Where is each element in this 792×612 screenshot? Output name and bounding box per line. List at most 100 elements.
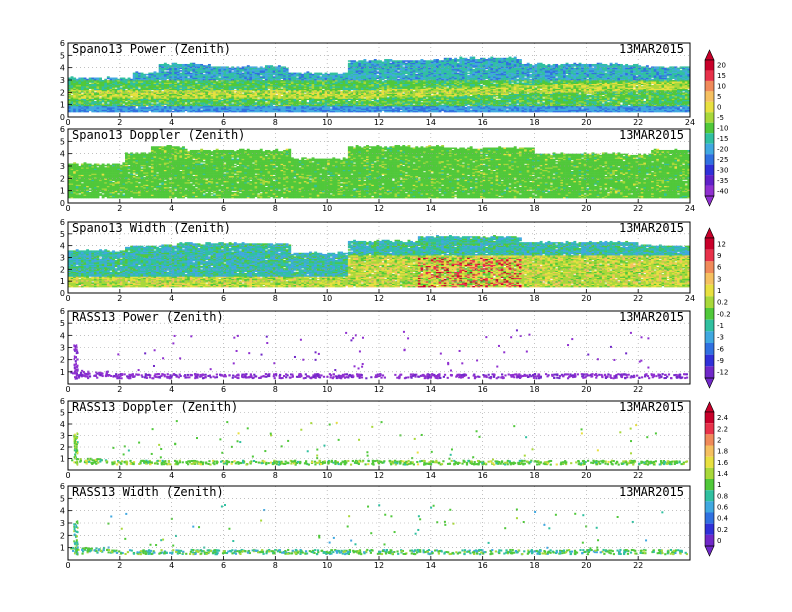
power-cell xyxy=(285,96,289,98)
power-cell xyxy=(290,110,294,113)
power-cell xyxy=(257,87,261,89)
power-cell xyxy=(75,82,79,84)
power-cell xyxy=(163,78,167,81)
power-cell xyxy=(88,105,92,108)
power-cell xyxy=(404,62,408,65)
power-cell xyxy=(194,72,198,75)
power-cell xyxy=(117,105,121,108)
power-cell xyxy=(231,86,235,88)
power-cell xyxy=(171,102,175,104)
power-cell xyxy=(373,59,377,61)
power-cell xyxy=(236,66,240,68)
power-cell xyxy=(197,63,201,66)
power-cell xyxy=(285,110,289,113)
power-cell xyxy=(122,86,126,88)
power-cell xyxy=(259,72,263,75)
power-cell xyxy=(239,76,242,78)
power-cell xyxy=(163,77,167,80)
power-cell xyxy=(254,99,258,102)
power-cell xyxy=(104,80,108,82)
power-cell xyxy=(150,82,154,84)
power-cell xyxy=(158,73,162,76)
power-cell xyxy=(244,71,248,73)
power-cell xyxy=(275,97,279,99)
power-cell xyxy=(283,86,286,88)
power-cell xyxy=(158,70,162,72)
power-cell xyxy=(244,66,248,68)
power-cell xyxy=(207,96,211,98)
power-cell xyxy=(127,89,131,92)
power-cell xyxy=(112,89,115,92)
power-cell xyxy=(182,83,185,86)
power-cell xyxy=(244,110,248,113)
power-cell xyxy=(334,100,338,103)
power-cell xyxy=(161,97,165,99)
power-cell xyxy=(161,76,165,78)
power-cell xyxy=(88,86,92,88)
power-cell xyxy=(241,77,245,80)
power-cell xyxy=(169,93,172,96)
power-cell xyxy=(86,89,90,92)
power-cell xyxy=(169,105,172,108)
power-cell xyxy=(231,87,235,89)
power-cell xyxy=(223,82,227,84)
power-cell xyxy=(150,98,154,101)
power-cell xyxy=(277,89,281,92)
power-cell xyxy=(194,91,198,93)
power-cell xyxy=(246,84,250,87)
power-cell xyxy=(176,65,180,67)
power-cell xyxy=(130,87,134,89)
power-cell xyxy=(264,103,268,105)
power-cell xyxy=(132,108,136,110)
power-cell xyxy=(288,92,292,94)
power-cell xyxy=(283,104,286,107)
power-cell xyxy=(73,100,77,103)
power-cell xyxy=(91,107,95,109)
power-cell xyxy=(88,109,92,112)
power-cell xyxy=(106,80,110,82)
power-cell xyxy=(70,82,74,84)
power-cell xyxy=(249,72,253,75)
power-cell xyxy=(280,108,284,110)
power-cell xyxy=(246,108,250,110)
power-cell xyxy=(239,84,242,87)
power-cell xyxy=(127,84,131,87)
power-cell xyxy=(205,84,209,87)
power-cell xyxy=(166,103,170,105)
power-cell xyxy=(288,93,292,96)
power-cell xyxy=(267,107,271,109)
power-cell xyxy=(88,78,92,81)
power-cell xyxy=(272,83,276,86)
power-cell xyxy=(158,81,162,83)
power-cell xyxy=(112,110,115,113)
power-cell xyxy=(259,88,263,91)
power-cell xyxy=(205,103,209,105)
power-cell xyxy=(161,77,165,80)
power-cell xyxy=(205,65,209,67)
power-cell xyxy=(125,93,128,96)
power-cell xyxy=(332,72,336,75)
power-cell xyxy=(275,108,279,110)
power-cell xyxy=(233,86,237,88)
power-cell xyxy=(244,77,248,80)
power-cell xyxy=(285,81,289,83)
power-cell xyxy=(213,108,217,110)
power-cell xyxy=(290,80,294,82)
power-cell xyxy=(252,103,255,105)
power-cell xyxy=(285,89,289,92)
power-cell xyxy=(122,108,126,110)
power-cell xyxy=(130,91,134,93)
power-cell xyxy=(137,89,141,92)
power-cell xyxy=(187,100,191,103)
power-cell xyxy=(158,107,162,109)
power-cell xyxy=(254,68,258,71)
power-cell xyxy=(156,82,160,84)
power-cell xyxy=(132,110,136,113)
power-cell xyxy=(166,76,170,78)
power-cell xyxy=(171,78,175,81)
power-cell xyxy=(169,108,172,110)
power-cell xyxy=(143,91,147,93)
power-cell xyxy=(213,83,217,86)
power-cell xyxy=(226,87,229,89)
power-cell xyxy=(143,97,147,99)
